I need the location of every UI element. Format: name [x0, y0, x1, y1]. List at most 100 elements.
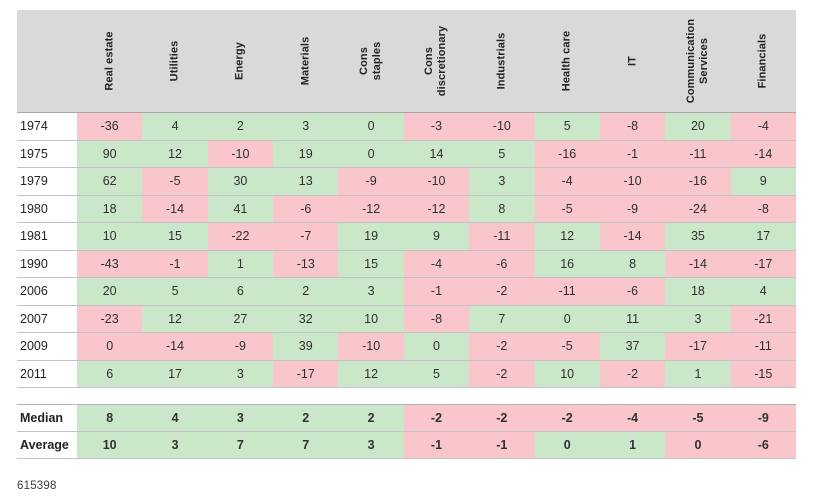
- value-cell: -22: [207, 223, 274, 250]
- value-cell: 10: [77, 223, 143, 250]
- value-cell: 8: [77, 405, 143, 431]
- value-cell: 12: [142, 305, 208, 332]
- table-row: 2009 0 -14 -9 39 -10 0 -2 -5 37 -17 -11: [17, 333, 796, 361]
- column-header: Cons discretionary: [404, 10, 469, 112]
- value-cell: 10: [77, 432, 143, 458]
- value-cell: 15: [142, 223, 208, 250]
- value-cell: 7: [207, 432, 274, 458]
- value-cell: -5: [665, 405, 731, 431]
- figure-number: 615398: [17, 480, 57, 492]
- column-header-label: Cons discretionary: [423, 25, 449, 97]
- value-cell: 12: [338, 360, 404, 387]
- value-cell: -12: [403, 195, 470, 222]
- value-cell: -15: [730, 360, 796, 387]
- value-cell: 8: [599, 250, 666, 277]
- value-cell: 0: [403, 333, 470, 360]
- value-cell: -43: [77, 250, 143, 277]
- value-cell: -11: [534, 278, 600, 305]
- value-cell: 10: [534, 360, 600, 387]
- table-row: 1981 10 15 -22 -7 19 9 -11 12 -14 35 17: [17, 223, 796, 251]
- column-header-row: Real estate Utilities Energy Materials Cons …: [17, 10, 796, 113]
- value-cell: -13: [273, 250, 339, 277]
- value-cell: -2: [599, 360, 666, 387]
- value-cell: 62: [77, 168, 143, 195]
- row-label-year: 1980: [17, 195, 77, 222]
- value-cell: -14: [142, 333, 208, 360]
- value-cell: 19: [273, 140, 339, 167]
- value-cell: 1: [207, 250, 274, 277]
- row-label-year: 2007: [17, 305, 77, 332]
- value-cell: -2: [534, 405, 600, 431]
- row-label-year: 1979: [17, 168, 77, 195]
- value-cell: -11: [665, 140, 731, 167]
- row-label-year: 2009: [17, 333, 77, 360]
- value-cell: 8: [469, 195, 535, 222]
- value-cell: -5: [142, 168, 208, 195]
- value-cell: -17: [730, 250, 796, 277]
- value-cell: 15: [338, 250, 404, 277]
- table-row: 2007 -23 12 27 32 10 -8 7 0 11 3 -21: [17, 305, 796, 333]
- value-cell: -11: [730, 333, 796, 360]
- column-header-label: IT: [626, 56, 639, 66]
- value-cell: 1: [665, 360, 731, 387]
- value-cell: 20: [665, 113, 731, 140]
- table-row: 1974 -36 4 2 3 0 -3 -10 5 -8 20 -4: [17, 113, 796, 141]
- value-cell: 35: [665, 223, 731, 250]
- value-cell: 19: [338, 223, 404, 250]
- column-header-label: Materials: [299, 36, 312, 86]
- data-rows: 1974 -36 4 2 3 0 -3 -10 5 -8 20 -4 1975 90 12 -10 19 0 14 5…: [17, 113, 796, 388]
- value-cell: -10: [338, 333, 404, 360]
- value-cell: 1: [599, 432, 666, 458]
- value-cell: 3: [142, 432, 208, 458]
- value-cell: 3: [469, 168, 535, 195]
- value-cell: -8: [403, 305, 470, 332]
- column-header-label: Utilities: [168, 40, 181, 82]
- value-cell: -6: [599, 278, 666, 305]
- value-cell: -1: [469, 432, 535, 458]
- value-cell: 7: [469, 305, 535, 332]
- column-header: Financials: [731, 10, 796, 112]
- column-header: Energy: [208, 10, 273, 112]
- value-cell: 0: [534, 432, 600, 458]
- value-cell: 7: [273, 432, 339, 458]
- table-row: 2011 6 17 3 -17 12 5 -2 10 -2 1 -15: [17, 360, 796, 388]
- row-label-year: 1981: [17, 223, 77, 250]
- value-cell: -14: [665, 250, 731, 277]
- value-cell: -16: [534, 140, 600, 167]
- value-cell: 30: [207, 168, 274, 195]
- value-cell: 9: [730, 168, 796, 195]
- value-cell: 3: [338, 432, 404, 458]
- value-cell: 3: [338, 278, 404, 305]
- value-cell: 37: [599, 333, 666, 360]
- value-cell: 4: [730, 278, 796, 305]
- value-cell: 0: [534, 305, 600, 332]
- value-cell: -10: [599, 168, 666, 195]
- value-cell: -24: [665, 195, 731, 222]
- column-header-label: Communication Services: [684, 18, 710, 104]
- table-row: 1990 -43 -1 1 -13 15 -4 -6 16 8 -14 -17: [17, 250, 796, 278]
- value-cell: -23: [77, 305, 143, 332]
- column-header-label: Energy: [233, 42, 246, 80]
- value-cell: 12: [534, 223, 600, 250]
- value-cell: -2: [469, 333, 535, 360]
- row-label-year: 1974: [17, 113, 77, 140]
- value-cell: -16: [665, 168, 731, 195]
- value-cell: -4: [534, 168, 600, 195]
- column-header: Real estate: [77, 10, 142, 112]
- value-cell: 2: [207, 113, 274, 140]
- value-cell: -5: [534, 195, 600, 222]
- value-cell: 2: [338, 405, 404, 431]
- value-cell: -11: [469, 223, 535, 250]
- value-cell: 2: [273, 405, 339, 431]
- value-cell: 4: [142, 113, 208, 140]
- value-cell: 3: [273, 113, 339, 140]
- value-cell: -9: [599, 195, 666, 222]
- value-cell: 3: [665, 305, 731, 332]
- value-cell: 32: [273, 305, 339, 332]
- value-cell: -2: [469, 405, 535, 431]
- column-header-label: Health care: [560, 30, 573, 92]
- value-cell: 4: [142, 405, 208, 431]
- value-cell: 3: [207, 405, 274, 431]
- value-cell: 6: [77, 360, 143, 387]
- value-cell: 5: [469, 140, 535, 167]
